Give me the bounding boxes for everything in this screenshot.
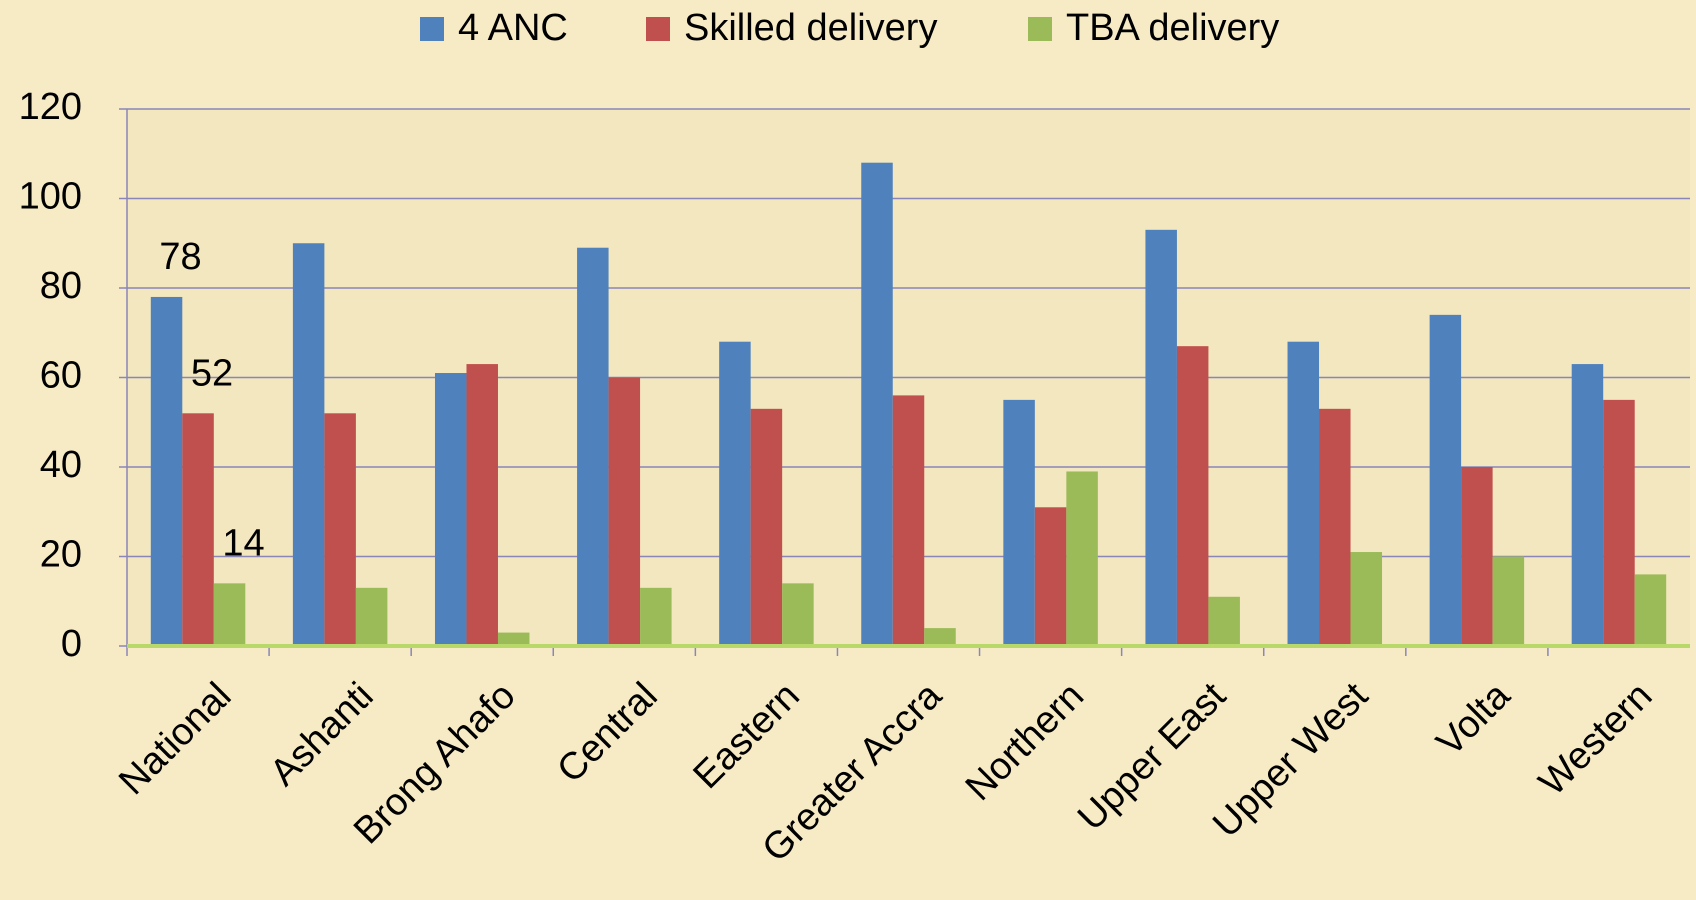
bar <box>640 587 672 646</box>
bar <box>1461 467 1493 646</box>
y-tick-label: 60 <box>40 355 82 397</box>
bar <box>577 247 609 646</box>
bar <box>434 373 467 646</box>
y-tick-label: 120 <box>19 86 82 128</box>
bar <box>1034 507 1067 646</box>
bar <box>1066 471 1098 646</box>
bar <box>1429 314 1462 646</box>
bar <box>1287 341 1320 646</box>
bar <box>1208 596 1240 646</box>
bar <box>324 413 356 646</box>
bar <box>1492 556 1525 646</box>
bar <box>892 395 925 646</box>
bar <box>466 364 498 646</box>
bar <box>497 632 530 646</box>
bar <box>213 583 246 646</box>
data-label: 52 <box>191 352 233 394</box>
bar <box>608 377 641 646</box>
legend-swatch <box>1028 17 1052 41</box>
bar <box>182 413 214 646</box>
legend-label: 4 ANC <box>458 7 568 49</box>
data-label: 14 <box>222 522 264 564</box>
legend-label: Skilled delivery <box>684 7 937 49</box>
bar <box>355 587 388 646</box>
legend-label: TBA delivery <box>1066 7 1279 49</box>
legend-swatch <box>420 17 444 41</box>
bar <box>1603 399 1635 646</box>
bar <box>1319 408 1351 646</box>
bar <box>150 296 183 646</box>
y-tick-label: 40 <box>40 444 82 486</box>
bar <box>782 583 814 646</box>
bar <box>1176 346 1209 646</box>
y-tick-label: 100 <box>19 176 82 218</box>
y-tick-label: 80 <box>40 265 82 307</box>
y-tick-label: 20 <box>40 534 82 576</box>
bar <box>1003 399 1035 646</box>
y-tick-label: 0 <box>61 623 82 665</box>
bar <box>861 162 893 646</box>
legend-swatch <box>646 17 670 41</box>
bar <box>292 243 325 646</box>
bar <box>719 341 751 646</box>
bar <box>1571 364 1604 646</box>
bar <box>1634 574 1667 646</box>
data-label: 78 <box>159 236 201 278</box>
bar <box>1350 552 1383 646</box>
bar <box>1145 229 1177 646</box>
bar <box>924 628 956 646</box>
bar <box>750 408 783 646</box>
